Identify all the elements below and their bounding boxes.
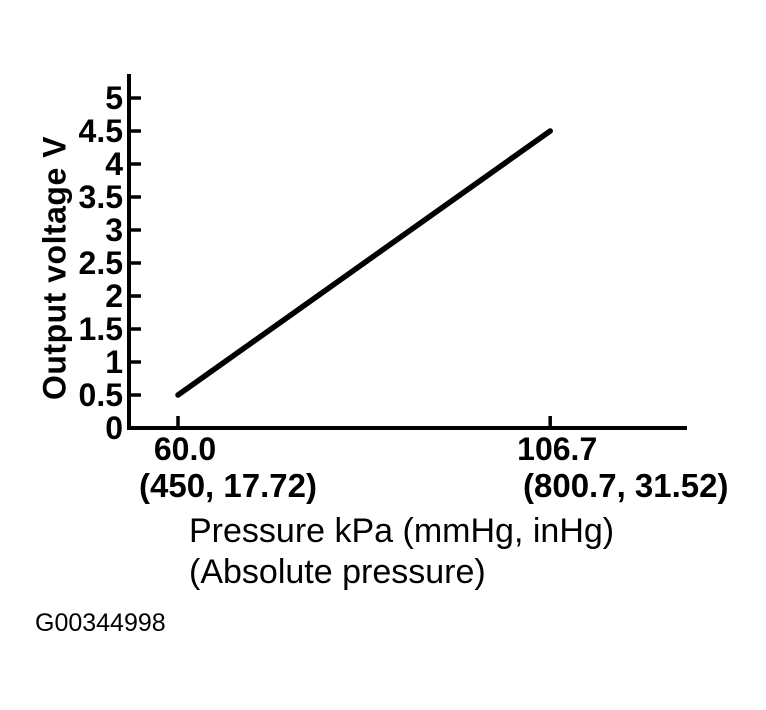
figure-id: G00344998 — [35, 609, 166, 637]
y-tick-label: 5 — [105, 80, 123, 116]
x-axis-title-line2: (Absolute pressure) — [189, 553, 486, 591]
y-tick-label: 3 — [105, 212, 123, 248]
data-line-sensor-output — [175, 128, 553, 398]
x-tick-sublabel-right: (800.7, 31.52) — [523, 467, 729, 504]
y-tick-label: 1 — [105, 344, 123, 380]
y-tick-label: 3.5 — [79, 179, 123, 215]
y-tick-label: 2 — [105, 278, 123, 314]
x-tick-sublabel-left: (450, 17.72) — [139, 467, 317, 504]
y-tick-label: 0.5 — [79, 377, 123, 413]
y-tick-label: 4 — [105, 146, 123, 182]
x-tick-label: 60.0 — [154, 431, 216, 467]
y-tick-label: 4.5 — [79, 113, 123, 149]
y-tick-label: 2.5 — [79, 245, 123, 281]
y-tick-label: 0 — [105, 410, 123, 446]
y-axis-title: Output voltage V — [36, 136, 73, 400]
y-tick-label: 1.5 — [79, 311, 123, 347]
x-axis-title-line1: Pressure kPa (mmHg, inHg) — [189, 512, 615, 550]
x-tick-label: 106.7 — [517, 431, 597, 467]
